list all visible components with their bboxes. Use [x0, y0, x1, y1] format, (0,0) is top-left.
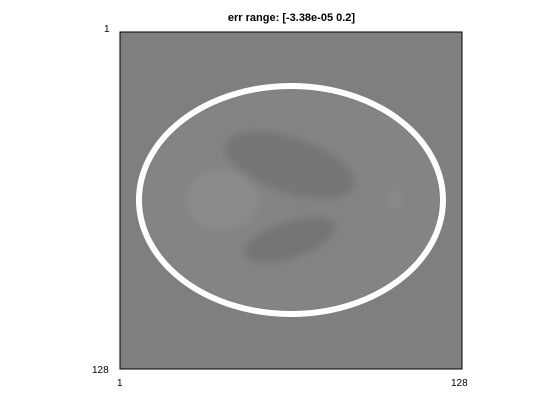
x-tick-label-right: 128 [451, 378, 468, 389]
dark-blob-upper [224, 131, 356, 199]
y-tick-label-top: 1 [104, 24, 110, 35]
dark-blob-lower [244, 217, 336, 263]
outer-ellipse-ring [136, 83, 446, 317]
inner-region [143, 90, 439, 310]
y-tick-label-bottom: 128 [92, 365, 109, 376]
light-blob-right [389, 186, 401, 210]
plot-title: err range: [-3.38e-05 0.2] [227, 12, 356, 24]
light-blob-left [186, 170, 258, 230]
x-tick-label-left: 1 [117, 378, 123, 389]
axes-frame [119, 31, 463, 370]
